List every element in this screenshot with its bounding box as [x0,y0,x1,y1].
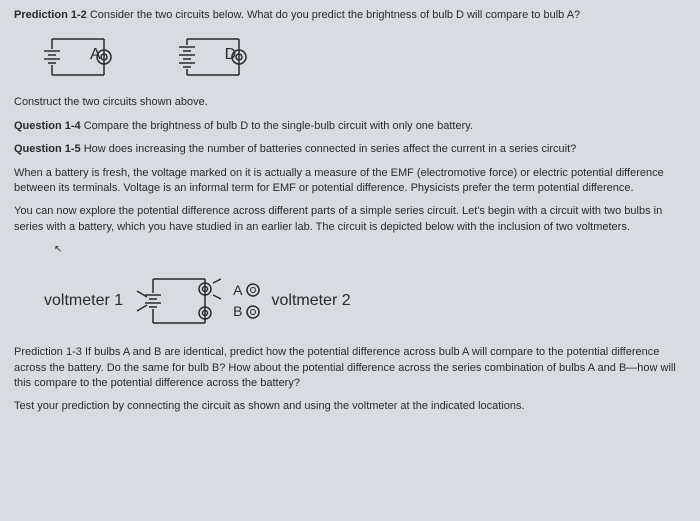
prediction-1-3-label: Prediction 1-3 [14,346,82,358]
circuit-a-label: A [90,44,101,66]
test-text: Test your prediction by connecting the c… [14,399,686,414]
voltmeter-1-label: voltmeter 1 [44,290,123,312]
circuit-d-svg [169,29,259,85]
bulb-b-icon [245,304,261,320]
question-1-4: Question 1-4 Compare the brightness of b… [14,119,686,134]
circuits-row: A D [34,29,686,85]
bulb-labels: A B [233,281,261,322]
prediction-1-3: Prediction 1-3 If bulbs A and B are iden… [14,345,686,391]
prediction-1-2-heading: Prediction 1-2 Consider the two circuits… [14,8,686,23]
circuit-d-label: D [225,44,237,66]
cursor-icon: ↖ [54,243,686,257]
voltmeter-diagram-row: voltmeter 1 A B voltmeter 2 [44,271,686,331]
voltmeter-2-label: voltmeter 2 [271,290,350,312]
bulb-a-label: A [233,281,242,301]
construct-text: Construct the two circuits shown above. [14,95,686,110]
circuit-a-svg [34,29,124,85]
circuit-d: D [169,29,275,85]
question-1-4-text: Compare the brightness of bulb D to the … [84,120,473,132]
circuit-a: A [34,29,139,85]
question-1-5: Question 1-5 How does increasing the num… [14,142,686,157]
question-1-5-text: How does increasing the number of batter… [84,143,577,155]
prediction-1-3-text: If bulbs A and B are identical, predict … [14,346,676,389]
prediction-1-2-label: Prediction 1-2 [14,9,87,21]
voltmeter-circuit-svg [133,271,223,331]
question-1-4-label: Question 1-4 [14,120,81,132]
bulb-b-label: B [233,302,242,322]
bulb-a-icon [245,282,261,298]
explore-paragraph: You can now explore the potential differ… [14,204,686,235]
emf-paragraph: When a battery is fresh, the voltage mar… [14,166,686,197]
question-1-5-label: Question 1-5 [14,143,81,155]
prediction-1-2-text: Consider the two circuits below. What do… [90,9,580,21]
